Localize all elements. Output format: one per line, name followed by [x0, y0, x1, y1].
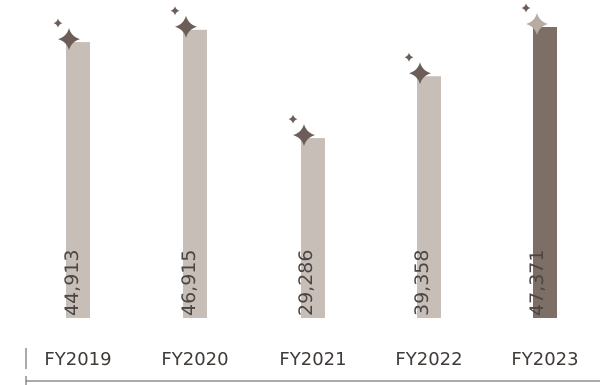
category-labels-group: FY2019 FY2020 FY2021 FY2022 FY2023: [44, 349, 578, 370]
sparkle-icon: [526, 13, 548, 35]
sparkle-small-icon: [288, 114, 298, 124]
sparkle-small-icon: [521, 3, 531, 13]
category-label-fy2021: FY2021: [279, 349, 346, 370]
axis-group: [25, 348, 600, 385]
bars-group: [66, 27, 557, 319]
bar-fy2019: [66, 42, 90, 319]
value-label-fy2022: 39,358: [411, 250, 433, 316]
sparkle-icon: [58, 28, 80, 51]
sparkle-icon: [175, 15, 197, 38]
value-label-fy2020: 46,915: [178, 250, 200, 316]
value-label-fy2023: 47,371: [526, 250, 548, 316]
sparkle-small-icon: [53, 18, 63, 28]
sparkle-small-icon: [404, 52, 414, 62]
bar-fy2022: [417, 76, 441, 318]
value-label-fy2019: 44,913: [61, 250, 83, 316]
value-labels-group: 44,913 46,915 29,286 39,358 47,371: [61, 250, 548, 316]
category-label-fy2022: FY2022: [395, 349, 462, 370]
bar-fy2023: [533, 27, 557, 318]
sparkle-icon: [409, 62, 431, 85]
category-label-fy2020: FY2020: [161, 349, 228, 370]
category-label-fy2019: FY2019: [44, 349, 111, 370]
bar-fy2021: [301, 138, 325, 318]
sparkle-small-icon: [170, 6, 180, 16]
sparkles-group: [53, 3, 548, 147]
value-label-fy2021: 29,286: [295, 250, 317, 316]
category-label-fy2023: FY2023: [511, 349, 578, 370]
bar-fy2020: [183, 29, 207, 318]
sparkle-icon: [293, 124, 315, 147]
